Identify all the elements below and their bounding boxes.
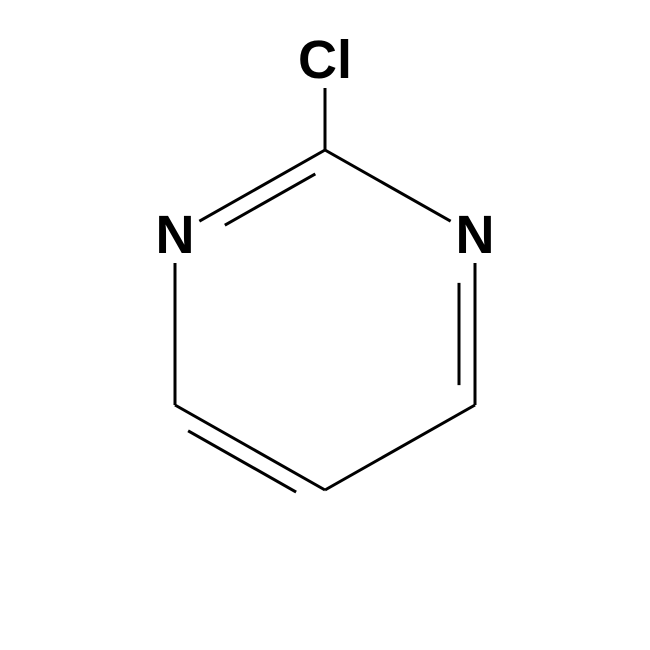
bond-line <box>325 405 475 490</box>
atom-label-cl: Cl <box>298 30 352 90</box>
bond-line <box>188 431 296 492</box>
bond-line <box>325 150 451 221</box>
bond-line <box>175 405 325 490</box>
bond-line <box>199 150 325 221</box>
molecule-diagram: N N Cl <box>0 0 650 650</box>
atom-label-n: N <box>456 205 495 265</box>
atom-label-n: N <box>156 205 195 265</box>
